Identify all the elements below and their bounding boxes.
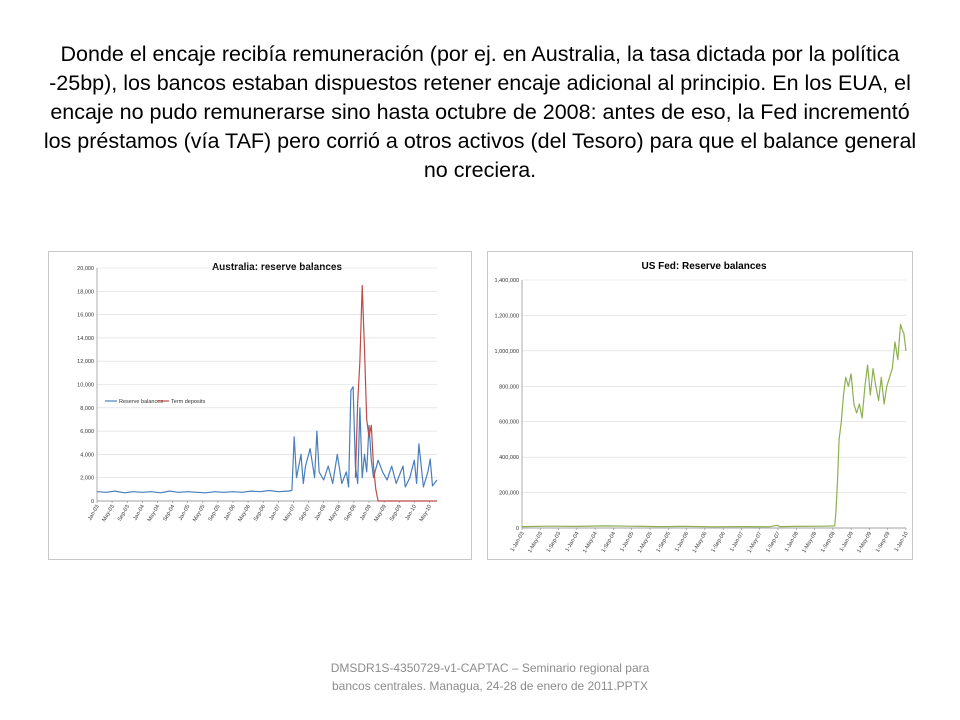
x-tick-label: May-07: [283, 504, 297, 523]
y-tick-label: 12,000: [77, 359, 94, 365]
x-tick-label: Jan-07: [268, 504, 282, 522]
australia-chart: Australia: reserve balances 0 2,000 4,000 6,…: [48, 251, 472, 560]
x-tick-label: 1-Sep-06: [710, 531, 727, 554]
x-tick-label: 1-Jan-06: [674, 531, 690, 553]
series-line-0: [521, 323, 907, 528]
x-tick-label: 1-May-03: [527, 531, 544, 554]
y-tick-label: 8,000: [80, 406, 94, 412]
chart-title: Australia: reserve balances: [212, 262, 343, 273]
x-tick-label: Sep-08: [344, 504, 358, 522]
series-line-reserve-balances: [96, 386, 438, 494]
y-tick-label: 1,000,000: [495, 349, 519, 355]
x-tick-label: Jan-04: [132, 504, 146, 522]
x-tick-label: May-08: [328, 504, 342, 523]
x-tick-label: May-06: [237, 504, 251, 523]
x-tick-label: May-04: [147, 504, 161, 523]
x-tick-label: May-09: [373, 504, 387, 523]
x-tick-label: 1-Sep-07: [765, 531, 782, 554]
x-tick-label: Jan-09: [359, 504, 373, 522]
x-tick-label: 1-Jan-10: [894, 531, 910, 553]
x-tick-label: 1-Jan-09: [839, 531, 855, 553]
y-tick-label: 400,000: [499, 455, 519, 461]
x-tick-label: Sep-09: [389, 504, 403, 522]
x-tick-label: Sep-03: [117, 504, 131, 522]
x-tick-label: Sep-04: [162, 504, 176, 522]
y-tick-label: 6,000: [80, 429, 94, 435]
legend-label: Term deposits: [171, 399, 205, 405]
slide-title: Donde el encaje recibía remuneración (po…: [43, 42, 917, 182]
y-tick-label: 16,000: [77, 313, 94, 319]
x-tick-label: Jan-03: [87, 504, 101, 522]
x-tick-label: 1-Sep-04: [601, 531, 618, 554]
x-tick-label: May-05: [192, 504, 206, 523]
x-tick-label: Jan-05: [178, 504, 192, 522]
y-tick-label: 0: [516, 526, 519, 532]
y-tick-label: 0: [91, 499, 94, 505]
x-tick-label: 1-Jan-08: [784, 531, 800, 553]
y-tick-label: 18,000: [77, 289, 94, 295]
x-tick-label: 1-Jan-03: [510, 531, 526, 553]
x-tick-label: 1-Sep-09: [875, 531, 892, 554]
x-tick-label: Sep-07: [298, 504, 312, 522]
x-tick-label: 1-Sep-05: [656, 531, 673, 554]
us-fed-chart: US Fed: Reserve balances 0 200,000 400,000 6…: [487, 251, 913, 560]
x-tick-label: Jan-06: [223, 504, 237, 522]
x-tick-label: 1-May-08: [801, 531, 818, 554]
slide-footer: DMSDR1S-4350729-v1-CAPTAC – Seminario re…: [330, 661, 650, 693]
y-tick-label: 200,000: [499, 491, 519, 497]
x-tick-label: Sep-06: [253, 504, 267, 522]
legend-label: Reserve balances: [119, 399, 163, 405]
y-tick-label: 10,000: [77, 383, 94, 389]
y-tick-label: 1,400,000: [495, 278, 519, 284]
y-tick-label: 20,000: [77, 266, 94, 272]
y-tick-label: 1,200,000: [495, 313, 519, 319]
x-tick-label: 1-Jan-07: [729, 531, 745, 553]
x-tick-label: 1-Jan-05: [619, 531, 635, 553]
y-tick-label: 2,000: [80, 476, 94, 482]
x-tick-label: 1-Jan-04: [565, 531, 581, 553]
x-tick-label: 1-May-06: [692, 531, 709, 554]
y-tick-label: 14,000: [77, 336, 94, 342]
x-tick-label: 1-Sep-08: [820, 531, 837, 554]
x-tick-label: Sep-05: [208, 504, 222, 522]
x-tick-label: 1-May-07: [747, 531, 764, 554]
x-tick-label: May-03: [101, 504, 115, 523]
x-tick-label: May-10: [419, 504, 433, 523]
x-tick-label: Jan-10: [404, 504, 418, 522]
y-tick-label: 800,000: [499, 384, 519, 390]
x-tick-label: 1-May-04: [582, 531, 599, 554]
x-tick-label: 1-Sep-03: [546, 531, 563, 554]
chart-title: US Fed: Reserve balances: [641, 261, 766, 272]
y-tick-label: 4,000: [80, 452, 94, 458]
x-tick-label: 1-May-05: [637, 531, 654, 554]
series-line-term-deposits: [354, 284, 437, 502]
x-tick-label: Jan-08: [314, 504, 328, 522]
x-tick-label: 1-May-09: [856, 531, 873, 554]
y-tick-label: 600,000: [499, 420, 519, 426]
